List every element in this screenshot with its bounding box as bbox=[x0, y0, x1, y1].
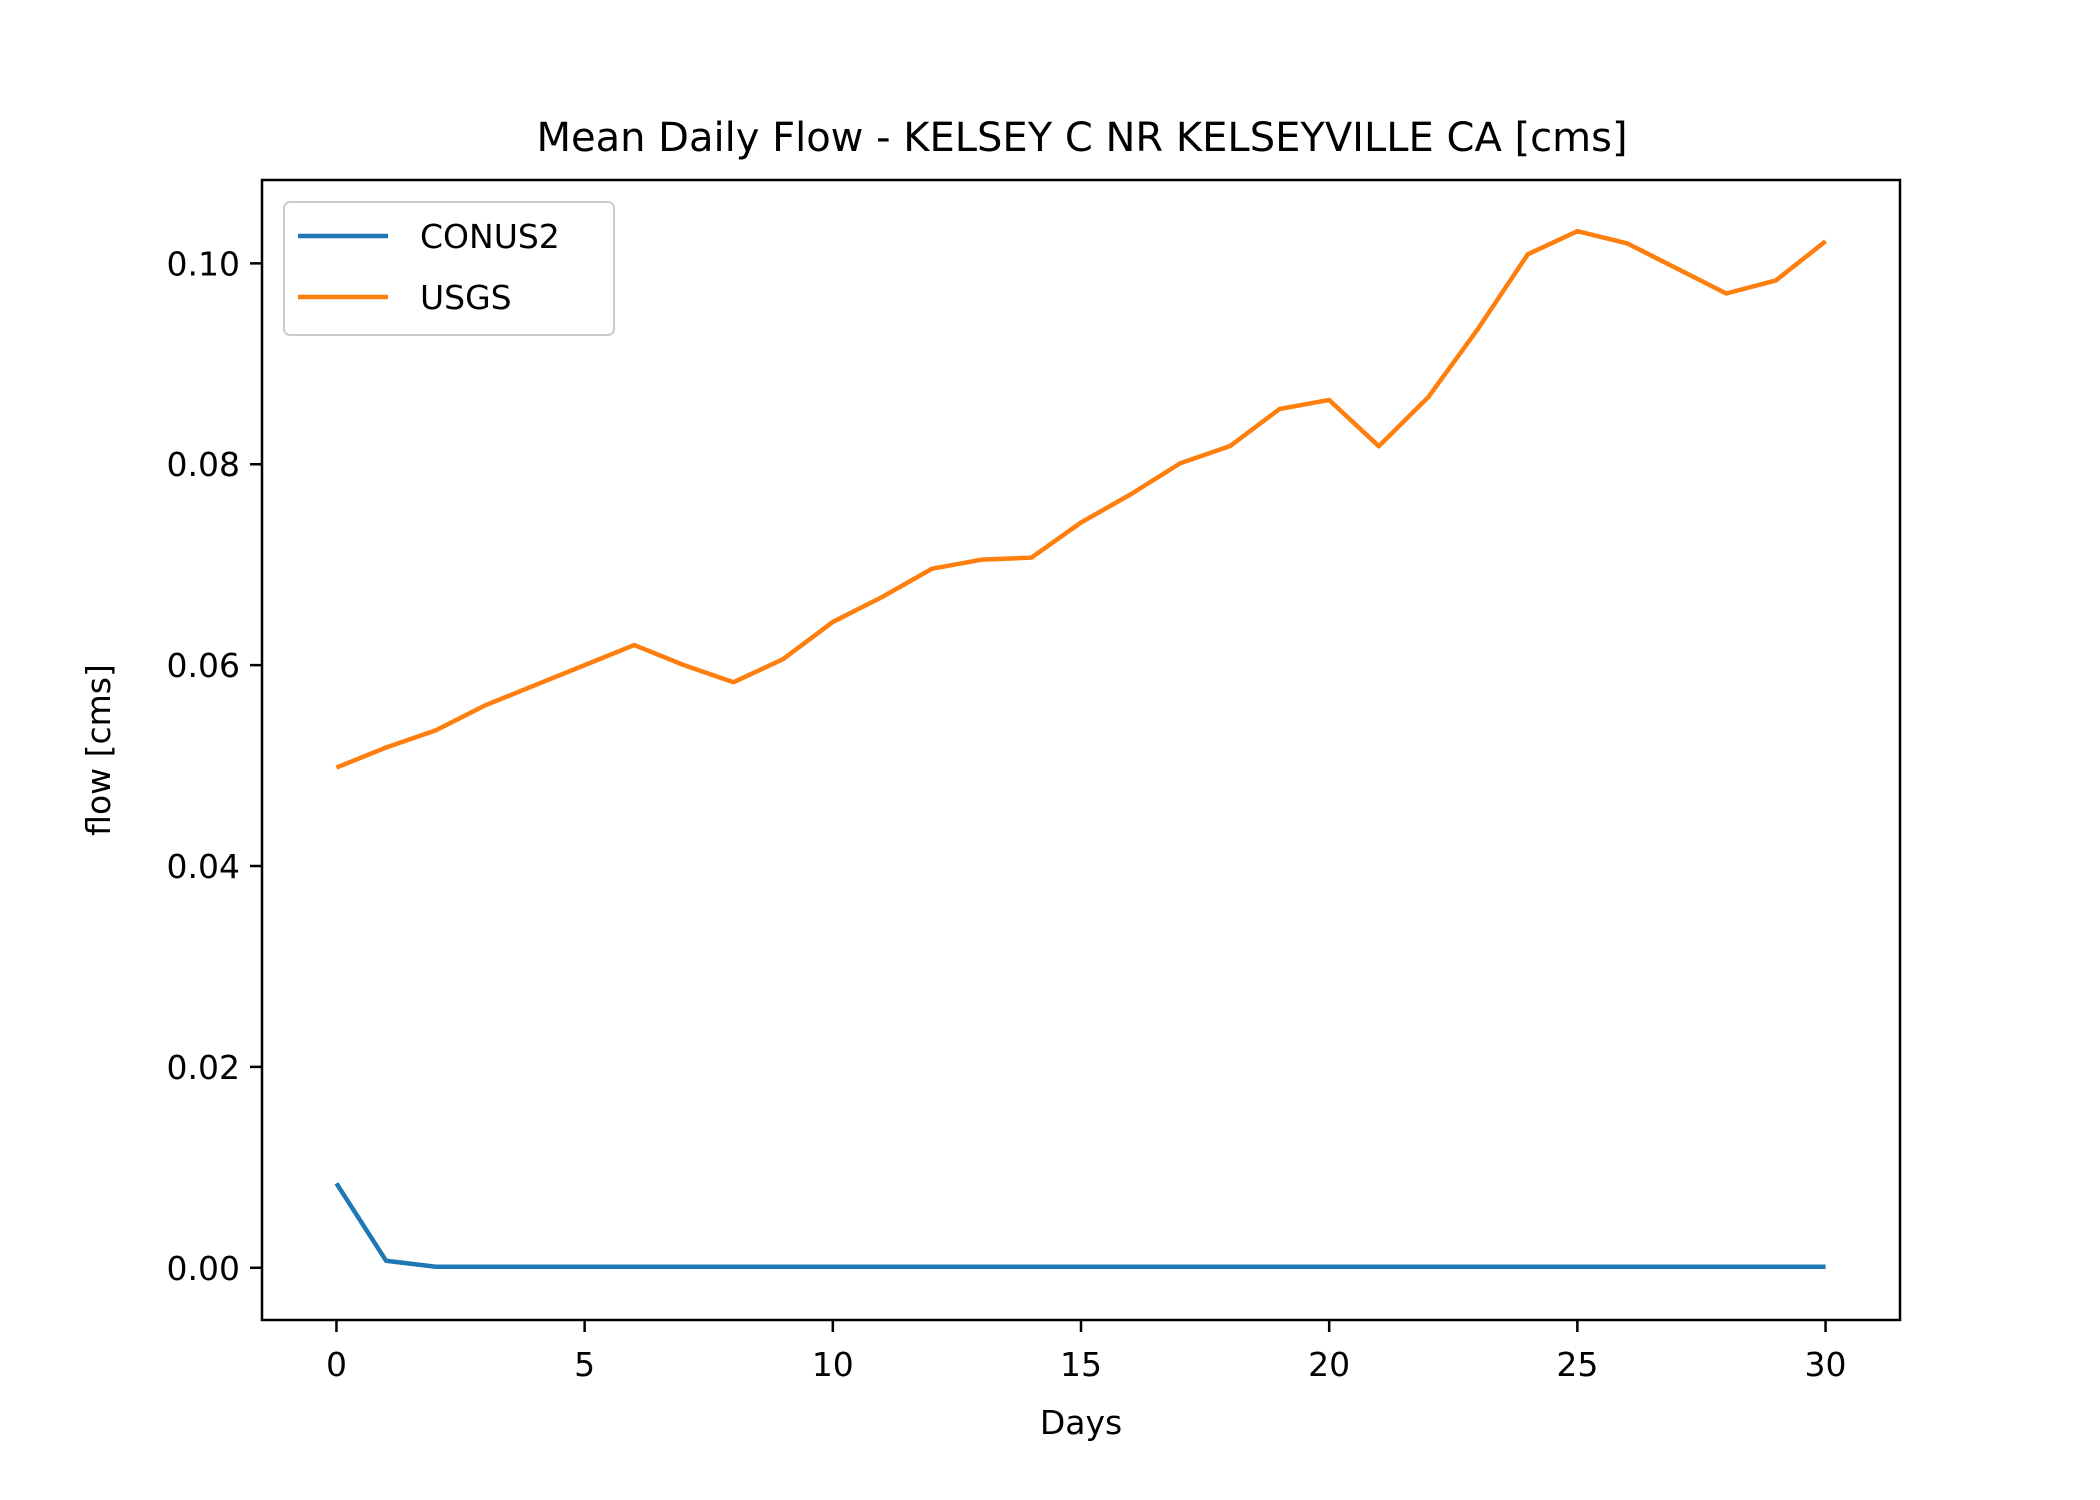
legend-label-conus2: CONUS2 bbox=[420, 217, 560, 256]
x-tick-label: 20 bbox=[1308, 1345, 1350, 1384]
legend-label-usgs: USGS bbox=[420, 278, 512, 317]
x-tick-label: 15 bbox=[1060, 1345, 1102, 1384]
y-axis-ticks: 0.00 0.02 0.04 0.06 0.08 0.10 bbox=[167, 244, 262, 1288]
x-axis-title: Days bbox=[1040, 1403, 1122, 1442]
y-tick-label: 0.00 bbox=[167, 1249, 240, 1288]
y-tick-label: 0.02 bbox=[167, 1048, 240, 1087]
x-axis-ticks: 0 5 10 15 20 25 30 bbox=[326, 1320, 1847, 1384]
y-tick-label: 0.06 bbox=[167, 646, 240, 685]
x-tick-label: 30 bbox=[1805, 1345, 1847, 1384]
y-tick-label: 0.04 bbox=[167, 847, 240, 886]
y-axis-title: flow [cms] bbox=[79, 664, 118, 836]
x-tick-label: 25 bbox=[1556, 1345, 1598, 1384]
series-layer bbox=[334, 228, 1827, 1270]
legend: CONUS2 USGS bbox=[283, 201, 615, 336]
chart-title: Mean Daily Flow - KELSEY C NR KELSEYVILL… bbox=[536, 115, 1627, 161]
y-tick-label: 0.10 bbox=[167, 244, 240, 283]
series-line-usgs bbox=[335, 228, 1827, 770]
x-tick-label: 0 bbox=[326, 1345, 347, 1384]
series-line-conus2 bbox=[334, 1182, 1826, 1270]
y-tick-label: 0.08 bbox=[167, 445, 240, 484]
x-tick-label: 5 bbox=[574, 1345, 595, 1384]
x-tick-label: 10 bbox=[812, 1345, 854, 1384]
